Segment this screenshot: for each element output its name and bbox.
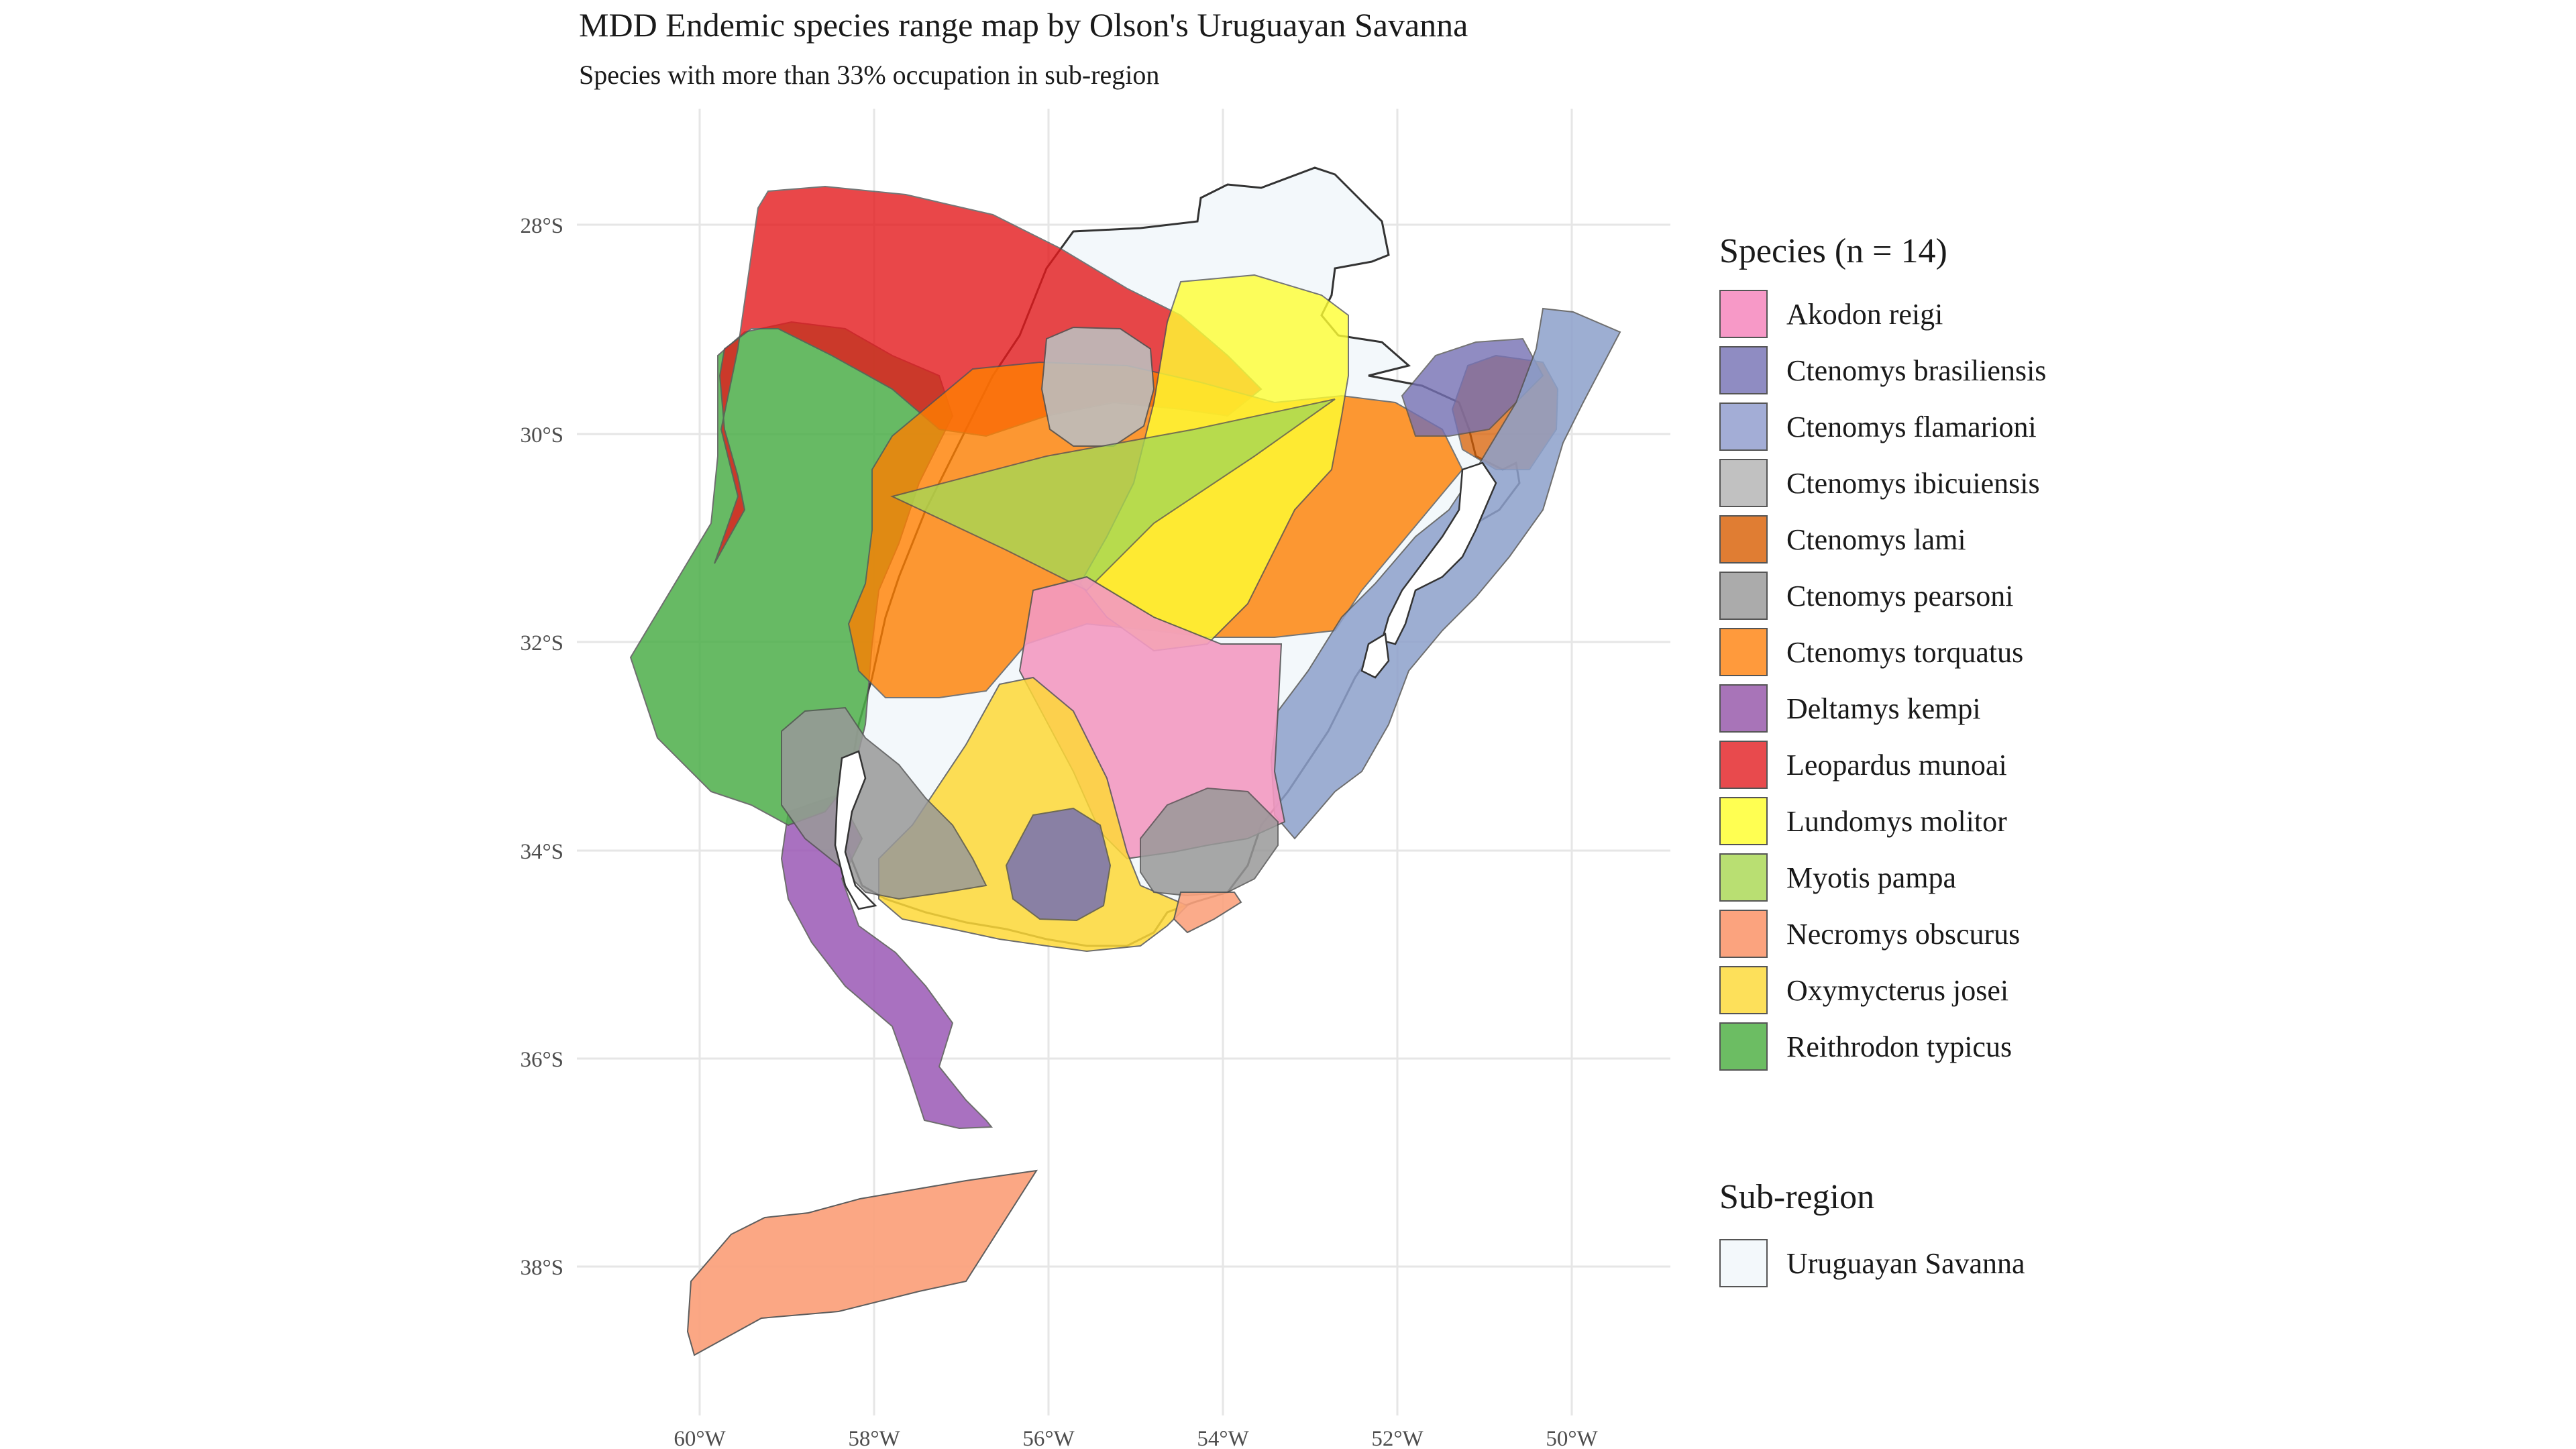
range-deltamys-kempi bbox=[780, 794, 994, 1130]
chart-title: MDD Endemic species range map by Olson's… bbox=[579, 6, 1468, 44]
lon-label: 56°W bbox=[1022, 1427, 1075, 1449]
species-legend-item: Oxymycterus josei bbox=[1719, 965, 2008, 1016]
axis-lon-labels: 60°W 58°W 56°W 54°W 52°W 50°W bbox=[674, 1427, 1598, 1449]
species-legend-item: Leopardus munoai bbox=[1719, 739, 2007, 790]
species-legend-item: Ctenomys torquatus bbox=[1719, 627, 2023, 678]
lon-label: 52°W bbox=[1371, 1427, 1424, 1449]
lon-label: 60°W bbox=[674, 1427, 726, 1449]
range-necromys-obscurus-east bbox=[1173, 892, 1242, 934]
species-legend-label: Ctenomys ibicuiensis bbox=[1786, 466, 2040, 500]
lat-label: 36°S bbox=[520, 1048, 564, 1072]
species-legend-swatch bbox=[1719, 853, 1768, 902]
region-legend-swatch bbox=[1719, 1239, 1768, 1287]
species-legend-item: Ctenomys brasiliensis bbox=[1719, 345, 2046, 396]
species-legend-swatch bbox=[1719, 797, 1768, 845]
species-legend-swatch bbox=[1719, 402, 1768, 451]
range-ctenomys-ibicuiensis bbox=[1040, 326, 1155, 447]
range-ctenomys-pearsoni bbox=[781, 706, 987, 900]
species-legend-swatch bbox=[1719, 910, 1768, 958]
species-legend-swatch bbox=[1719, 684, 1768, 733]
species-legend-item: Ctenomys pearsoni bbox=[1719, 570, 2014, 621]
region-legend-item: Uruguayan Savanna bbox=[1719, 1238, 2025, 1289]
lon-label: 54°W bbox=[1197, 1427, 1249, 1449]
species-legend-swatch bbox=[1719, 572, 1768, 620]
species-legend-swatch bbox=[1719, 346, 1768, 394]
range-necromys-obscurus bbox=[686, 1169, 1038, 1356]
species-legend-label: Ctenomys flamarioni bbox=[1786, 410, 2037, 443]
legend-region-title: Sub-region bbox=[1719, 1178, 1875, 1216]
species-legend-label: Leopardus munoai bbox=[1786, 748, 2007, 782]
range-myotis-pampa bbox=[890, 398, 1336, 592]
axis-lat-labels: 28°S 30°S 32°S 34°S 36°S 38°S bbox=[520, 214, 564, 1280]
region-legend-label: Uruguayan Savanna bbox=[1786, 1246, 2025, 1280]
species-legend-label: Myotis pampa bbox=[1786, 861, 1956, 894]
species-legend-item: Ctenomys flamarioni bbox=[1719, 401, 2037, 452]
lat-label: 32°S bbox=[520, 631, 564, 655]
species-legend-swatch bbox=[1719, 628, 1768, 676]
species-legend-swatch bbox=[1719, 515, 1768, 564]
species-legend-label: Deltamys kempi bbox=[1786, 692, 1981, 725]
lat-label: 28°S bbox=[520, 214, 564, 238]
species-legend-label: Necromys obscurus bbox=[1786, 917, 2021, 951]
species-legend-item: Akodon reigi bbox=[1719, 288, 1943, 339]
chart-subtitle: Species with more than 33% occupation in… bbox=[579, 60, 1160, 90]
species-legend-swatch bbox=[1719, 459, 1768, 507]
species-legend-item: Deltamys kempi bbox=[1719, 683, 1981, 734]
coastline-details bbox=[834, 462, 1497, 910]
species-legend-swatch bbox=[1719, 741, 1768, 789]
species-legend-item: Necromys obscurus bbox=[1719, 908, 2020, 959]
species-legend-label: Reithrodon typicus bbox=[1786, 1030, 2012, 1063]
species-legend-swatch bbox=[1719, 966, 1768, 1014]
species-legend-item: Myotis pampa bbox=[1719, 852, 1956, 903]
lon-label: 58°W bbox=[848, 1427, 900, 1449]
lat-label: 34°S bbox=[520, 840, 564, 864]
species-legend-label: Lundomys molitor bbox=[1786, 804, 2007, 838]
species-legend-swatch bbox=[1719, 290, 1768, 338]
species-legend-label: Ctenomys torquatus bbox=[1786, 635, 2024, 669]
lon-label: 50°W bbox=[1546, 1427, 1598, 1449]
species-legend-label: Oxymycterus josei bbox=[1786, 973, 2009, 1007]
species-legend-label: Ctenomys brasiliensis bbox=[1786, 354, 2047, 387]
species-ranges bbox=[629, 185, 1621, 1356]
species-legend-item: Lundomys molitor bbox=[1719, 796, 2007, 847]
lat-label: 38°S bbox=[520, 1256, 564, 1280]
lat-label: 30°S bbox=[520, 423, 564, 447]
species-legend-swatch bbox=[1719, 1022, 1768, 1071]
legend-species-title: Species (n = 14) bbox=[1719, 232, 1947, 270]
species-legend-item: Reithrodon typicus bbox=[1719, 1021, 2012, 1072]
species-legend-item: Ctenomys lami bbox=[1719, 514, 1966, 565]
species-legend-label: Ctenomys lami bbox=[1786, 523, 1966, 556]
species-legend-label: Akodon reigi bbox=[1786, 297, 1943, 331]
species-legend-item: Ctenomys ibicuiensis bbox=[1719, 458, 2040, 508]
range-ctenomys-pearsoni-east bbox=[1140, 787, 1279, 897]
species-legend-label: Ctenomys pearsoni bbox=[1786, 579, 2014, 612]
range-ctenomys-brasiliensis-south bbox=[1005, 807, 1112, 922]
